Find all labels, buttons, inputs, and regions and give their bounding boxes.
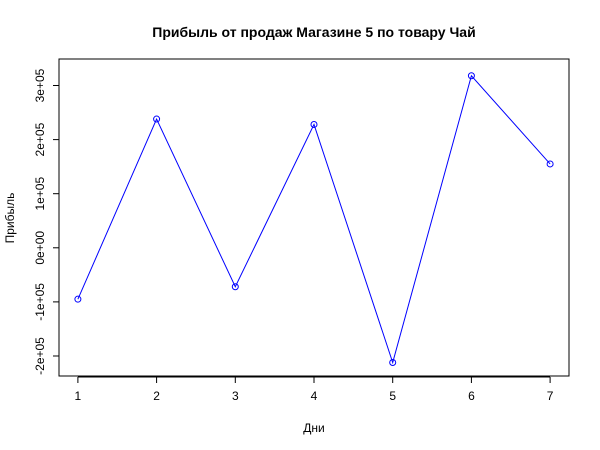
series [74,72,554,366]
x-tick-label: 7 [547,389,554,403]
y-tick-label: 3e+05 [33,68,47,102]
data-point [546,160,554,168]
data-point [467,72,475,80]
y-tick-label: 0e+00 [33,231,47,265]
plot-frame [58,58,570,377]
y-tick-label: -2e+05 [33,337,47,375]
x-tick-label: 1 [75,389,82,403]
data-point [153,115,161,123]
data-point [231,283,239,291]
x-tick-label: 3 [232,389,239,403]
x-axis-label: Дни [303,421,324,435]
x-tick-label: 6 [468,389,475,403]
chart-title: Прибыль от продаж Магазине 5 по товару Ч… [152,24,475,40]
y-axis: -2e+05 -1e+05 0e+00 1e+05 2e+05 3e+05 [33,68,60,375]
series-line [77,74,551,365]
y-axis-label: Прибыль [3,193,17,244]
y-tick-label: 2e+05 [33,122,47,156]
x-tick-label: 2 [153,389,160,403]
y-tick-label: 1e+05 [33,177,47,211]
x-tick-label: 5 [389,389,396,403]
data-point [74,295,82,303]
x-axis: 1 2 3 4 5 6 7 [75,376,554,403]
data-point [310,120,318,128]
data-point [389,358,397,366]
x-tick-label: 4 [311,389,318,403]
y-tick-label: -1e+05 [33,283,47,321]
